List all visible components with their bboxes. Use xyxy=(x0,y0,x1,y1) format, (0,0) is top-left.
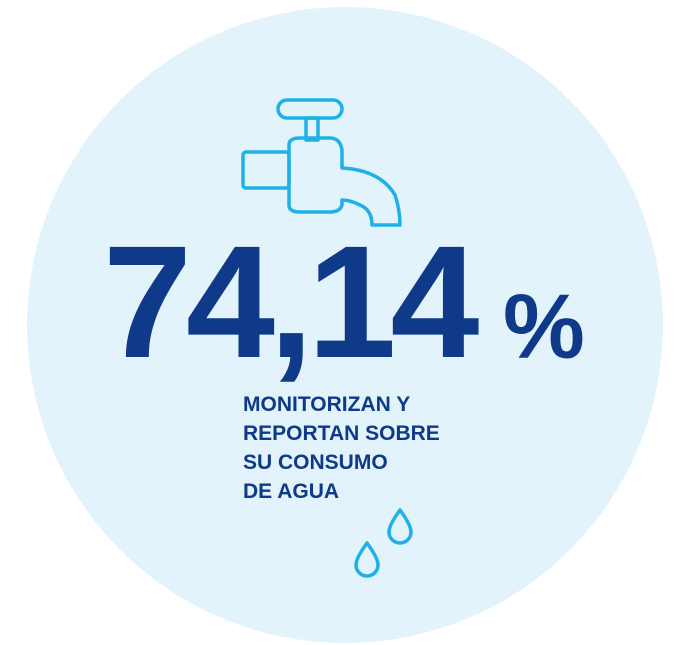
caption-line: REPORTAN SOBRE xyxy=(243,422,440,445)
caption-line: DE AGUA xyxy=(243,480,339,503)
stat-value: 74,14 xyxy=(103,212,479,391)
caption-line: SU CONSUMO xyxy=(243,451,388,474)
faucet-icon xyxy=(241,98,402,227)
water-drop xyxy=(387,508,413,545)
water-drop xyxy=(354,541,380,578)
caption-line: MONITORIZAN Y xyxy=(243,393,410,416)
background-circle xyxy=(27,7,663,643)
stat-unit: % xyxy=(503,276,585,378)
